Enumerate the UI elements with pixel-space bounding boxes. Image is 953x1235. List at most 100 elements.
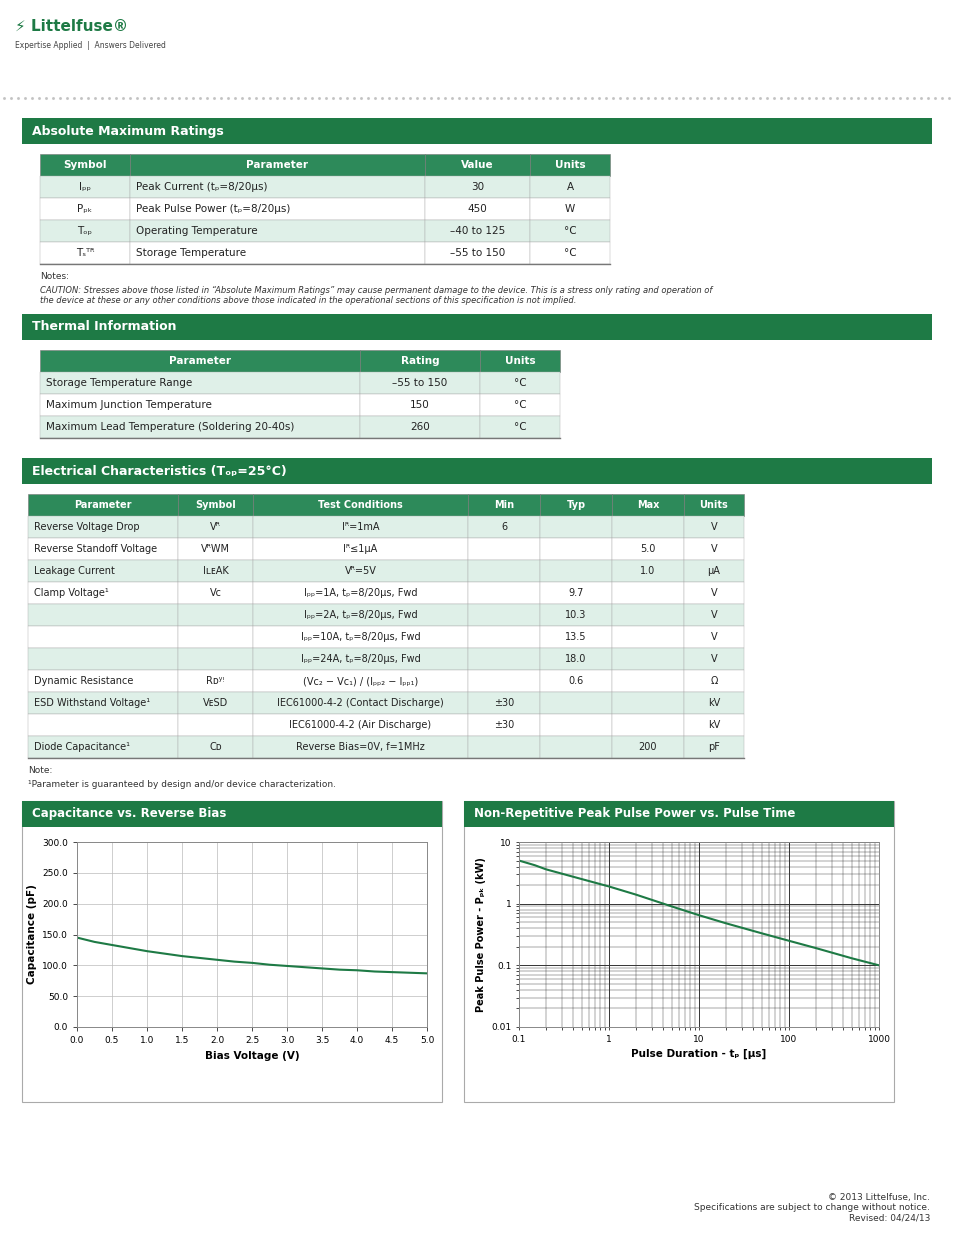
Bar [359, 416, 479, 438]
Bar [539, 516, 612, 538]
Bar [253, 714, 468, 736]
Bar [612, 736, 683, 758]
Bar [424, 177, 530, 198]
Text: °C: °C [513, 400, 526, 410]
Text: Iₚₚ=1A, tₚ=8/20μs, Fwd: Iₚₚ=1A, tₚ=8/20μs, Fwd [303, 588, 416, 598]
Text: Ω: Ω [710, 676, 717, 685]
Bar [253, 494, 468, 516]
Text: Iₚₚ=2A, tₚ=8/20μs, Fwd: Iₚₚ=2A, tₚ=8/20μs, Fwd [303, 610, 416, 620]
Bar [130, 242, 424, 264]
Bar [28, 626, 178, 648]
Text: VᴇSD: VᴇSD [203, 698, 228, 708]
Bar [683, 692, 743, 714]
Text: Dynamic Resistance: Dynamic Resistance [34, 676, 133, 685]
Bar [612, 604, 683, 626]
Bar [253, 626, 468, 648]
Text: Iᴿ=1mA: Iᴿ=1mA [341, 522, 379, 532]
Bar [28, 582, 178, 604]
Bar [253, 559, 468, 582]
Bar [479, 372, 559, 394]
Bar [468, 582, 539, 604]
Bar [253, 648, 468, 671]
Bar [178, 626, 253, 648]
Text: Iₚₚ: Iₚₚ [79, 182, 91, 191]
Bar [178, 692, 253, 714]
Bar [612, 559, 683, 582]
Text: Typ: Typ [566, 500, 585, 510]
Bar [468, 648, 539, 671]
Bar [28, 516, 178, 538]
Bar [22, 119, 931, 144]
Text: Symbol: Symbol [63, 161, 107, 170]
Bar [479, 350, 559, 372]
Text: Electrical Characteristics (Tₒₚ=25°C): Electrical Characteristics (Tₒₚ=25°C) [32, 464, 287, 478]
Bar [468, 604, 539, 626]
Bar [539, 648, 612, 671]
Text: 1.0: 1.0 [639, 566, 655, 576]
Bar [539, 626, 612, 648]
Bar [468, 516, 539, 538]
Text: Iₚₚ=24A, tₚ=8/20μs, Fwd: Iₚₚ=24A, tₚ=8/20μs, Fwd [300, 655, 420, 664]
Text: Test Conditions: Test Conditions [317, 500, 402, 510]
Text: A: A [566, 182, 573, 191]
Text: 450: 450 [467, 204, 487, 214]
Text: Parameter: Parameter [169, 356, 231, 366]
Bar [178, 538, 253, 559]
Text: Value: Value [460, 161, 494, 170]
Bar [539, 494, 612, 516]
Bar [683, 626, 743, 648]
Bar [253, 538, 468, 559]
Bar [612, 714, 683, 736]
Text: Vᴿ=5V: Vᴿ=5V [344, 566, 376, 576]
Bar [479, 416, 559, 438]
Bar [178, 494, 253, 516]
Text: Symbol: Symbol [195, 500, 235, 510]
Text: Clamp Voltage¹: Clamp Voltage¹ [34, 588, 109, 598]
Text: Expertise Applied  |  Answers Delivered: Expertise Applied | Answers Delivered [15, 42, 166, 51]
Bar [468, 626, 539, 648]
Bar [28, 559, 178, 582]
Text: ⚡ Littelfuse®: ⚡ Littelfuse® [15, 19, 128, 33]
Bar [683, 494, 743, 516]
Bar [683, 559, 743, 582]
Bar [612, 582, 683, 604]
Bar [40, 220, 130, 242]
Bar [178, 582, 253, 604]
Text: V: V [710, 543, 717, 555]
Bar [28, 538, 178, 559]
Text: Rᴅʸᵎ: Rᴅʸᵎ [206, 676, 224, 685]
Bar [463, 802, 893, 1102]
Text: ±30: ±30 [494, 698, 514, 708]
Bar [359, 394, 479, 416]
Text: TVS Diode Arrays: TVS Diode Arrays [210, 16, 400, 36]
Text: 10.3: 10.3 [565, 610, 586, 620]
Bar [683, 714, 743, 736]
Bar [253, 604, 468, 626]
Bar [28, 736, 178, 758]
Text: ESD Withstand Voltage¹: ESD Withstand Voltage¹ [34, 698, 150, 708]
Bar [28, 714, 178, 736]
Bar [130, 198, 424, 220]
Text: V: V [710, 588, 717, 598]
Text: Cᴅ: Cᴅ [209, 742, 222, 752]
Bar [178, 671, 253, 692]
Text: 150: 150 [410, 400, 430, 410]
Bar [468, 692, 539, 714]
Bar [612, 538, 683, 559]
Text: Maximum Junction Temperature: Maximum Junction Temperature [46, 400, 212, 410]
Bar [28, 494, 178, 516]
Bar [178, 648, 253, 671]
Text: Max: Max [637, 500, 659, 510]
Bar [468, 736, 539, 758]
Bar [8, 7, 178, 80]
Text: Min: Min [494, 500, 514, 510]
Bar [28, 692, 178, 714]
Bar [479, 394, 559, 416]
Bar [539, 714, 612, 736]
Text: Storage Temperature Range: Storage Temperature Range [46, 378, 193, 388]
Text: 6: 6 [500, 522, 507, 532]
Bar [253, 736, 468, 758]
Bar [468, 494, 539, 516]
Bar [612, 671, 683, 692]
Text: kV: kV [707, 698, 720, 708]
